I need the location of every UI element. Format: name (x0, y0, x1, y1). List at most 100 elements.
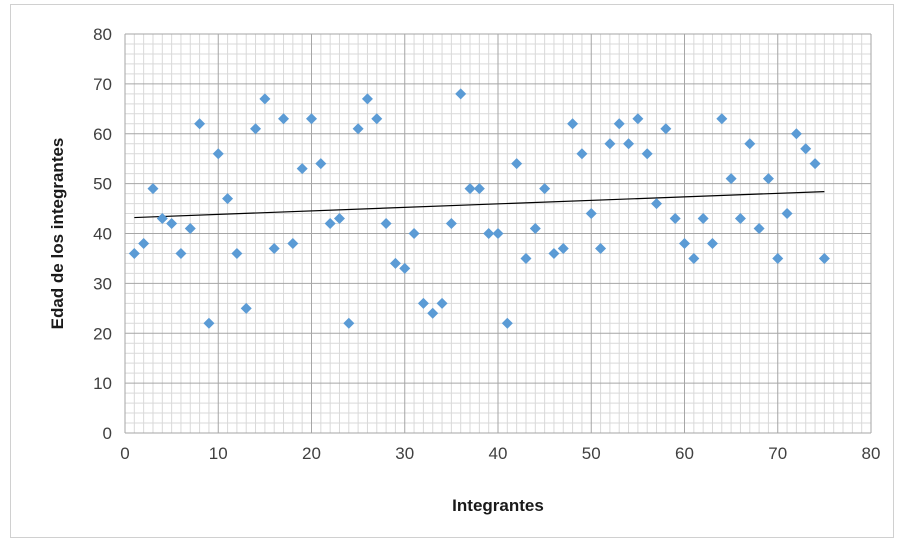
data-point (222, 193, 234, 205)
data-point (389, 257, 401, 269)
data-point (296, 163, 308, 175)
x-tick-label: 0 (120, 444, 129, 463)
x-tick-label: 40 (489, 444, 508, 463)
data-point (725, 173, 737, 185)
data-point (511, 158, 523, 170)
x-tick-label: 10 (209, 444, 228, 463)
data-point (669, 213, 681, 225)
data-point (623, 138, 635, 150)
data-point (567, 118, 579, 130)
data-point (455, 88, 467, 100)
y-tick-label: 70 (93, 75, 112, 94)
data-point (324, 218, 336, 230)
data-point (753, 223, 765, 235)
data-point (632, 113, 644, 125)
data-point (613, 118, 625, 130)
data-point (744, 138, 756, 150)
x-tick-label: 70 (768, 444, 787, 463)
x-tick-label: 50 (582, 444, 601, 463)
data-point (166, 218, 178, 230)
x-tick-label: 80 (862, 444, 881, 463)
data-point (371, 113, 383, 125)
y-tick-label: 20 (93, 324, 112, 343)
data-point (175, 247, 187, 259)
data-point (483, 228, 495, 239)
data-points (128, 88, 830, 329)
data-point (306, 113, 317, 125)
data-point (147, 183, 159, 195)
data-point (539, 183, 551, 195)
data-point (315, 158, 327, 170)
data-point (548, 247, 560, 259)
data-point (427, 307, 439, 319)
y-axis-title: Edad de los integrantes (48, 138, 67, 330)
y-tick-label: 80 (93, 25, 112, 44)
data-point (679, 237, 690, 249)
data-point (287, 237, 299, 249)
grid-major (124, 33, 872, 434)
data-point (762, 173, 774, 185)
data-point (138, 237, 150, 249)
data-point (212, 148, 224, 160)
data-point (557, 242, 569, 254)
data-point (585, 208, 597, 220)
data-point (641, 148, 653, 160)
data-point (380, 218, 392, 230)
data-point (697, 213, 709, 225)
data-point (361, 93, 373, 105)
data-point (520, 252, 532, 264)
y-tick-label: 0 (103, 424, 112, 443)
data-point (194, 118, 206, 130)
data-point (203, 317, 215, 329)
data-point (156, 213, 168, 225)
data-point (436, 297, 448, 309)
data-point (595, 242, 607, 254)
data-point (128, 247, 140, 259)
data-point (706, 237, 718, 249)
data-point (529, 223, 541, 235)
y-tick-labels: 0 10 20 30 40 50 60 70 80 (93, 25, 112, 443)
x-axis-title: Integrantes (452, 496, 544, 515)
data-point (259, 93, 271, 105)
x-tick-label: 60 (675, 444, 694, 463)
data-point (604, 138, 616, 150)
y-tick-label: 10 (93, 374, 112, 393)
x-tick-label: 30 (395, 444, 414, 463)
data-point (818, 252, 830, 264)
data-point (352, 123, 364, 135)
data-point (184, 223, 196, 235)
data-point (250, 123, 262, 135)
x-tick-labels: 0 10 20 30 40 50 60 70 80 (120, 444, 880, 463)
trendline-group (134, 191, 825, 219)
data-point (445, 218, 457, 230)
data-point (790, 128, 802, 140)
data-point (240, 302, 252, 314)
data-point (781, 208, 793, 220)
data-point (492, 228, 504, 239)
data-point (809, 158, 821, 170)
data-point (417, 297, 429, 309)
data-point (734, 213, 746, 225)
data-point (268, 242, 280, 254)
trendline (134, 191, 825, 219)
data-point (473, 183, 485, 195)
data-point (343, 317, 355, 329)
data-point (278, 113, 290, 125)
y-tick-label: 40 (93, 225, 112, 244)
data-point (716, 113, 728, 125)
data-point (772, 252, 784, 264)
data-point (660, 123, 672, 135)
x-tick-label: 20 (302, 444, 321, 463)
data-point (800, 143, 812, 155)
data-point (333, 213, 345, 225)
data-point (231, 247, 243, 259)
data-point (576, 148, 588, 160)
y-tick-label: 50 (93, 175, 112, 194)
data-point (464, 183, 476, 195)
data-point (688, 252, 700, 264)
chart-frame (10, 4, 894, 538)
y-tick-label: 30 (93, 274, 112, 293)
data-point (399, 262, 411, 274)
data-point (408, 228, 420, 239)
